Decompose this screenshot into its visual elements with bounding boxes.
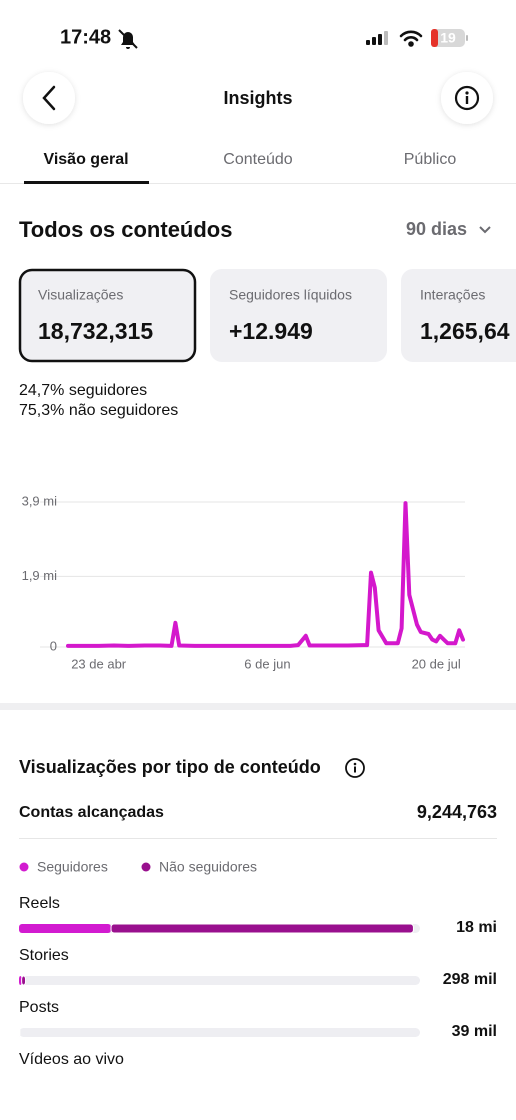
y-tick-label: 1,9 mi [22,568,58,583]
reach-label: Contas alcançadas [19,804,164,821]
category-label: Stories [19,947,69,964]
clock: 17:48 [60,26,111,48]
metric-card[interactable]: Seguidores líquidos +12.949 [210,269,387,362]
bar-track [19,1028,420,1037]
x-tick-label: 20 de jul [412,656,461,671]
info-icon[interactable] [345,758,365,778]
y-tick-label: 3,9 mi [22,493,58,508]
tab-indicator [24,181,149,184]
audience-line: 75,3% não seguidores [19,402,178,419]
card-value: 18,732,315 [38,318,153,344]
bar-track [19,976,420,985]
card-label: Interações [420,287,485,303]
tab[interactable]: Público [404,151,457,168]
page-title: Insights [223,88,292,108]
audience-label: seguidores [69,382,147,399]
tab[interactable]: Conteúdo [223,151,292,168]
audience-line: 24,7% seguidores [19,382,147,399]
battery-icon [431,29,468,47]
section-title: Visualizações por tipo de conteúdo [19,757,321,777]
bar-value-label: 39 mil [452,1023,497,1040]
bar-value-label: 18 mi [456,919,497,936]
bar-value-label: 298 mil [443,971,497,988]
bar-segment [110,923,414,934]
section-divider [0,703,516,710]
period-label: 90 dias [406,219,467,239]
reach-value: 9,244,763 [417,802,497,822]
category-label: Reels [19,895,60,912]
bar-segment [19,976,22,985]
wifi-icon [399,30,423,47]
category-label: Posts [19,999,59,1016]
legend-swatch [141,862,151,872]
card-label: Visualizações [38,287,123,303]
divider [19,838,497,839]
tab-divider [0,183,516,184]
card-value: 1,265,64 [420,318,510,344]
card-label: Seguidores líquidos [229,287,352,303]
metric-card[interactable]: Interações 1,265,64 [401,269,516,362]
signal-icon [366,31,388,45]
mute-icon [118,29,138,49]
info-button[interactable] [441,72,493,124]
bar-segment [21,975,27,986]
audience-label: não seguidores [69,402,178,419]
audience-share: 75,3% [19,402,64,419]
tab[interactable]: Visão geral [43,151,128,168]
category-label: Vídeos ao vivo [19,1051,124,1068]
legend-label: Seguidores [37,859,108,875]
bar-segment [19,924,112,933]
battery-level: 19 [440,30,456,46]
metric-card[interactable]: Visualizações 18,732,315 [18,268,197,363]
y-tick-label: 0 [50,638,57,653]
bar-segment [18,1027,21,1038]
x-tick-label: 23 de abr [71,656,127,671]
legend-swatch [19,862,29,872]
back-button[interactable] [23,72,75,124]
period-picker[interactable]: 90 dias [406,219,491,239]
section-title: Todos os conteúdos [19,217,232,242]
audience-share: 24,7% [19,382,64,399]
card-value: +12.949 [229,318,313,344]
line-series [66,501,465,648]
legend-label: Não seguidores [159,859,257,875]
x-tick-label: 6 de jun [244,656,290,671]
